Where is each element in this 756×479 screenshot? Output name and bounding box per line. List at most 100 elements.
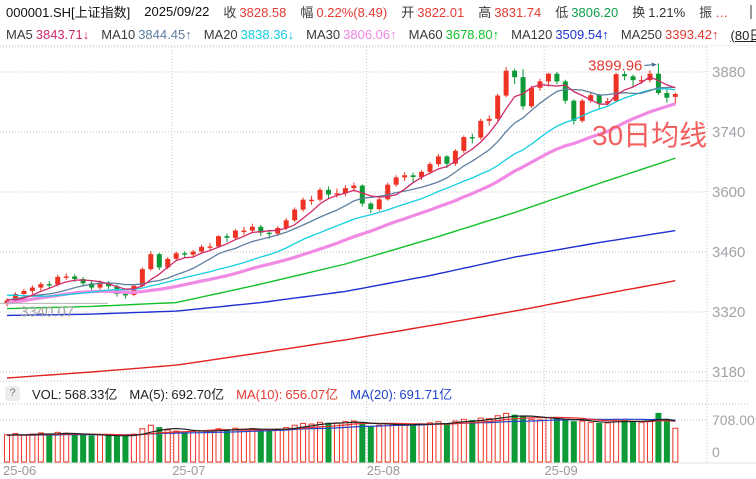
y-axis-tick: 3460 bbox=[712, 244, 745, 261]
ma60-line bbox=[6, 157, 676, 310]
volume-bar bbox=[621, 419, 628, 463]
volume-bar bbox=[54, 431, 61, 463]
candle-body bbox=[469, 137, 475, 139]
volume-bar bbox=[29, 433, 36, 463]
candle-body bbox=[554, 73, 560, 82]
kline-chart[interactable]: 3880 3740 3600 3460 3320 3180 708.00亿 0 25-06 25-… bbox=[0, 45, 756, 479]
volume-bar bbox=[646, 420, 653, 463]
ma30-legend: MA30 3806.06↑ bbox=[306, 26, 397, 42]
ma250-legend: MA250 3393.42↑ bbox=[620, 26, 719, 42]
candle-body bbox=[655, 73, 661, 93]
volume-bar bbox=[46, 433, 53, 463]
volume-bar bbox=[266, 429, 273, 463]
candle-body bbox=[402, 175, 408, 178]
volume-bar bbox=[604, 422, 611, 463]
candle-body bbox=[97, 282, 103, 288]
candle-body bbox=[249, 226, 255, 231]
candle-body bbox=[122, 294, 128, 296]
volume-bar bbox=[469, 419, 476, 463]
candle-body bbox=[452, 150, 458, 164]
volume-bar bbox=[300, 422, 307, 463]
candle-body bbox=[639, 80, 644, 82]
volume-bar bbox=[486, 418, 493, 463]
volume-bar bbox=[257, 429, 264, 463]
candle-body bbox=[165, 258, 171, 268]
candle-body bbox=[622, 74, 628, 77]
volume-bar bbox=[308, 423, 315, 463]
candle-body bbox=[385, 184, 391, 200]
candle-body bbox=[359, 185, 365, 204]
candle-body bbox=[325, 189, 331, 195]
ma5-legend: MA5 3843.71↓ bbox=[6, 26, 90, 42]
volume-bar bbox=[427, 422, 433, 463]
period-label[interactable]: (80日) bbox=[730, 27, 756, 43]
ma-legend-bar: MA5 3843.71↓ MA10 3844.45↑ MA20 3838.36↓ MA… bbox=[0, 23, 756, 46]
candle-body bbox=[292, 209, 298, 221]
vol-axis-zero-label: 0 bbox=[712, 444, 720, 460]
candle-body bbox=[139, 269, 145, 286]
volume-bar bbox=[350, 420, 357, 463]
ma120-line bbox=[6, 229, 676, 317]
volume-bar bbox=[71, 434, 78, 463]
candle-body bbox=[46, 284, 52, 286]
ma30-callout-label: 30日均线 bbox=[592, 120, 707, 151]
volume-bar bbox=[477, 417, 484, 463]
volume-bar bbox=[663, 418, 670, 463]
volume-bar bbox=[139, 428, 146, 463]
candle-body bbox=[461, 137, 467, 151]
volume-bar bbox=[494, 415, 501, 463]
volume-bar bbox=[359, 422, 366, 463]
candle-body bbox=[596, 95, 602, 104]
candle-body bbox=[148, 254, 154, 270]
candle-body bbox=[545, 73, 551, 82]
field-open: 开 3822.01 bbox=[401, 5, 465, 20]
volume-bar bbox=[562, 419, 569, 463]
help-icon[interactable]: ? bbox=[5, 385, 20, 401]
field-change: 幅 0.22%(8.49) bbox=[300, 5, 388, 20]
candle-body bbox=[29, 287, 35, 291]
candle-body bbox=[207, 246, 213, 248]
field-high: 高 3831.74 bbox=[478, 5, 542, 20]
x-axis-month-label: 25-06 bbox=[3, 463, 36, 478]
volume-bar bbox=[638, 421, 645, 463]
volume-bar bbox=[130, 433, 137, 463]
candle-body bbox=[512, 70, 518, 78]
volume-bar bbox=[333, 422, 340, 463]
candle-body bbox=[419, 171, 425, 177]
candle-body bbox=[613, 74, 619, 102]
volume-bar bbox=[596, 422, 603, 463]
candle-body bbox=[38, 284, 44, 288]
candle-body bbox=[393, 177, 399, 185]
volume-bar bbox=[283, 427, 290, 463]
field-amplitude: 振… bbox=[699, 5, 729, 20]
header-divider bbox=[750, 4, 752, 19]
volume-bar bbox=[342, 421, 349, 463]
candle-body bbox=[258, 226, 264, 233]
volume-bar bbox=[147, 424, 154, 463]
candle-body bbox=[80, 279, 86, 284]
volume-bar bbox=[63, 432, 70, 463]
candle-body bbox=[224, 236, 230, 238]
volume-bar bbox=[80, 434, 87, 463]
period-selector[interactable]: (80日) bbox=[731, 25, 756, 44]
candle-body bbox=[173, 253, 179, 259]
volume-bar bbox=[460, 418, 467, 463]
candle-body bbox=[486, 118, 492, 121]
volume-bar bbox=[4, 434, 10, 463]
volume-bar bbox=[418, 423, 425, 463]
volume-bar bbox=[553, 418, 560, 463]
volume-bar bbox=[291, 424, 298, 463]
volume-bar bbox=[88, 435, 95, 463]
volume-bar bbox=[156, 427, 163, 463]
volume-bar bbox=[570, 421, 577, 463]
candle-body bbox=[317, 189, 323, 200]
candle-body bbox=[283, 220, 289, 228]
candle-body bbox=[588, 95, 594, 101]
candle-body bbox=[503, 70, 509, 96]
candle-body bbox=[478, 120, 484, 138]
ma120-legend: MA120 3509.54↑ bbox=[511, 26, 609, 42]
candle-body bbox=[190, 251, 196, 255]
volume-bar bbox=[528, 418, 535, 463]
ma250-line bbox=[6, 280, 676, 379]
